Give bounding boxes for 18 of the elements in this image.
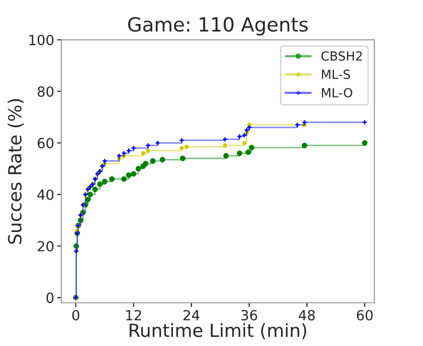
- y-tick-label: 60: [38, 138, 54, 148]
- y-tick-label: 40: [37, 189, 54, 200]
- x-tick-label: 60: [356, 310, 373, 320]
- legend-label: ML-O: [322, 88, 352, 98]
- y-tick-label: 20: [38, 241, 54, 252]
- chart-title: Game: 110 Agents: [128, 17, 308, 36]
- x-tick-label: 48: [298, 310, 315, 320]
- y-axis-title: Succes Rate (%): [8, 99, 24, 244]
- legend-label: ML-S: [322, 70, 350, 80]
- x-tick-label: 12: [126, 310, 142, 320]
- x-tick-label: 0: [72, 310, 80, 320]
- x-tick-label: 36: [241, 310, 258, 320]
- y-tick-label: 0: [46, 292, 54, 304]
- x-axis-title: Runtime Limit (min): [130, 323, 306, 340]
- x-tick-label: 24: [184, 310, 200, 320]
- y-tick-label: 100: [29, 34, 54, 46]
- y-tick-label: 80: [38, 86, 54, 97]
- legend-label: CBSH2: [321, 51, 362, 61]
